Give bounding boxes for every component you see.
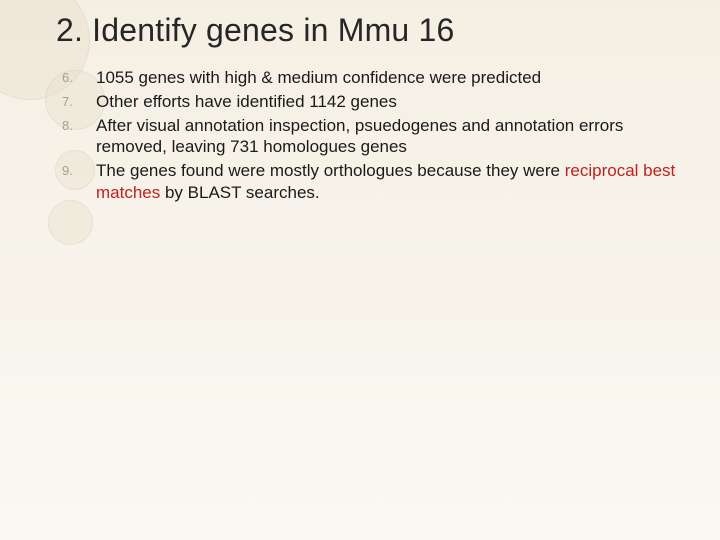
item-number: 7. <box>56 91 96 109</box>
item-text: 1055 genes with high & medium confidence… <box>96 67 690 89</box>
list-item: 7. Other efforts have identified 1142 ge… <box>56 91 690 113</box>
item-text: After visual annotation inspection, psue… <box>96 115 690 159</box>
item-text-pre: The genes found were mostly orthologues … <box>96 161 565 180</box>
item-number: 8. <box>56 115 96 133</box>
item-number: 6. <box>56 67 96 85</box>
bullet-list: 6. 1055 genes with high & medium confide… <box>56 67 690 204</box>
item-text: The genes found were mostly orthologues … <box>96 160 690 204</box>
item-text: Other efforts have identified 1142 genes <box>96 91 690 113</box>
list-item: 9. The genes found were mostly orthologu… <box>56 160 690 204</box>
slide-content: 2. Identify genes in Mmu 16 6. 1055 gene… <box>0 0 720 540</box>
item-number: 9. <box>56 160 96 178</box>
list-item: 8. After visual annotation inspection, p… <box>56 115 690 159</box>
list-item: 6. 1055 genes with high & medium confide… <box>56 67 690 89</box>
item-text-post: by BLAST searches. <box>160 183 319 202</box>
slide-title: 2. Identify genes in Mmu 16 <box>56 12 690 49</box>
